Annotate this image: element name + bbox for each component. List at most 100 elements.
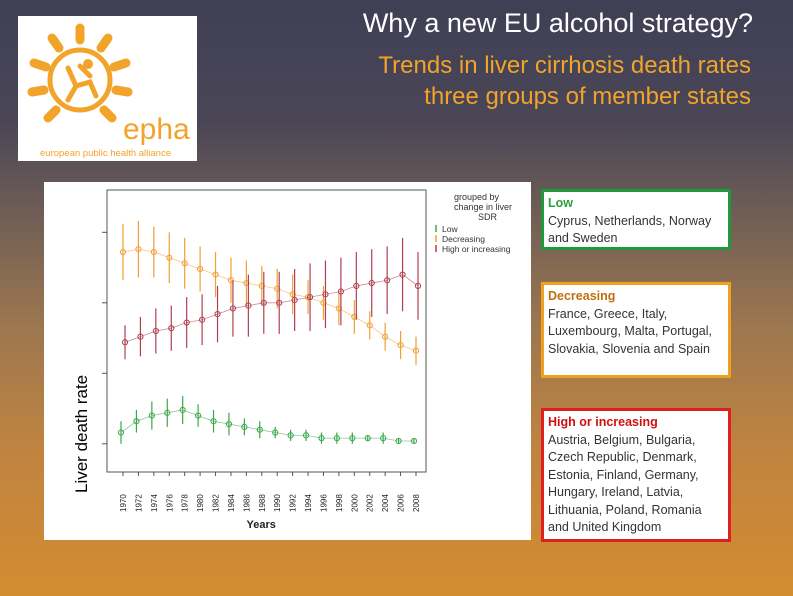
data-point bbox=[229, 305, 237, 312]
data-point bbox=[412, 347, 420, 354]
x-tick-label: 1976 bbox=[165, 494, 174, 512]
data-point bbox=[318, 435, 325, 442]
group-decreasing-label: Decreasing bbox=[548, 289, 616, 303]
data-point bbox=[276, 299, 283, 306]
liver-death-rate-chart: 1970 1972 1974 1976 1978 1980 1982 1984 1986 1988… bbox=[102, 189, 512, 531]
x-tick-label: 2002 bbox=[366, 494, 375, 512]
data-point bbox=[382, 333, 389, 340]
data-point bbox=[164, 409, 171, 416]
data-point bbox=[414, 282, 422, 289]
data-point bbox=[117, 429, 125, 436]
data-point bbox=[148, 412, 155, 419]
data-point bbox=[199, 316, 206, 323]
data-point bbox=[214, 310, 221, 318]
x-tick-label: 2004 bbox=[381, 494, 390, 512]
data-point bbox=[166, 254, 173, 261]
data-point bbox=[397, 342, 404, 349]
group-box-decreasing: Decreasing France, Greece, Italy, Luxemb… bbox=[541, 282, 731, 378]
data-point bbox=[366, 322, 373, 329]
logo-tagline: european public health alliance bbox=[40, 148, 171, 159]
data-point bbox=[241, 423, 248, 430]
legend-entry: Decreasing bbox=[442, 234, 485, 244]
legend-title-line: SDR bbox=[478, 212, 498, 222]
data-point bbox=[337, 288, 344, 295]
data-point bbox=[210, 418, 217, 425]
data-point bbox=[395, 437, 402, 445]
x-tick-label: 2008 bbox=[412, 494, 421, 512]
x-tick-label: 2000 bbox=[350, 494, 359, 512]
group-high-label: High or increasing bbox=[548, 415, 658, 429]
data-point bbox=[353, 282, 360, 289]
data-point bbox=[119, 248, 127, 256]
x-tick-label: 1992 bbox=[289, 494, 298, 512]
x-tick-label: 1970 bbox=[119, 494, 128, 512]
data-point bbox=[380, 435, 387, 442]
data-point bbox=[399, 271, 406, 278]
data-point bbox=[152, 327, 159, 335]
y-axis-label: Liver death rate bbox=[72, 374, 91, 493]
x-tick-label: 2006 bbox=[397, 494, 406, 512]
data-point bbox=[179, 406, 186, 414]
chart-panel: 1970 1972 1974 1976 1978 1980 1982 1984 1986 1988… bbox=[44, 182, 531, 540]
data-point bbox=[291, 296, 298, 304]
group-low-countries: Cyprus, Netherlands, Norway and Sweden bbox=[548, 213, 712, 246]
data-point bbox=[197, 265, 204, 273]
subtitle-line-1: Trends in liver cirrhosis death rates bbox=[378, 52, 751, 79]
data-point bbox=[287, 432, 294, 439]
logo-graphic: epha european public health alliance bbox=[27, 23, 190, 159]
data-point bbox=[302, 432, 310, 439]
data-point bbox=[322, 291, 329, 298]
x-tick-label: 1994 bbox=[304, 494, 313, 512]
x-tick-label: 1990 bbox=[273, 494, 282, 512]
slide-title: Why a new EU alcohol strategy? bbox=[362, 8, 753, 38]
legend-entry: High or increasing bbox=[442, 244, 511, 254]
data-point bbox=[410, 437, 418, 445]
data-point bbox=[168, 325, 175, 332]
data-point bbox=[384, 277, 391, 284]
data-point bbox=[137, 333, 144, 340]
data-point bbox=[349, 435, 356, 442]
legend-title-line: change in liver bbox=[454, 202, 512, 212]
group-decreasing-countries: France, Greece, Italy, Luxembourg, Malta… bbox=[548, 306, 712, 356]
group-box-low: Low Cyprus, Netherlands, Norway and Swed… bbox=[541, 189, 731, 250]
data-point bbox=[333, 435, 340, 442]
x-tick-label: 1986 bbox=[242, 494, 251, 512]
data-point bbox=[212, 271, 219, 278]
x-tick-label: 1984 bbox=[227, 494, 236, 512]
data-point bbox=[121, 339, 129, 346]
legend-entry: Low bbox=[442, 224, 458, 234]
data-point bbox=[183, 319, 190, 326]
data-point bbox=[245, 302, 252, 309]
data-point bbox=[260, 299, 267, 306]
data-point bbox=[225, 420, 233, 428]
data-point bbox=[306, 294, 314, 301]
data-point bbox=[150, 248, 157, 256]
x-tick-label: 1996 bbox=[319, 494, 328, 512]
data-point bbox=[368, 279, 375, 287]
data-point bbox=[227, 277, 235, 284]
legend-title: grouped by change in liver SDR bbox=[454, 192, 512, 222]
x-tick-label: 1974 bbox=[150, 494, 159, 512]
x-tick-label: 1972 bbox=[134, 494, 143, 512]
data-point bbox=[135, 246, 142, 253]
x-tick-label: 1980 bbox=[196, 494, 205, 512]
x-tick-label: 1988 bbox=[258, 494, 267, 512]
group-low-label: Low bbox=[548, 196, 573, 210]
x-axis-label: Years bbox=[247, 519, 276, 531]
plot-frame bbox=[106, 189, 427, 473]
group-box-high: High or increasing Austria, Belgium, Bul… bbox=[541, 408, 731, 542]
data-point bbox=[133, 418, 140, 425]
logo-wordmark: epha bbox=[123, 113, 190, 146]
x-tick-label: 1982 bbox=[212, 494, 221, 512]
subtitle-line-2: three groups of member states bbox=[424, 83, 751, 110]
legend-title-line: grouped by bbox=[454, 192, 500, 202]
group-high-countries: Austria, Belgium, Bulgaria, Czech Republ… bbox=[548, 432, 702, 535]
x-tick-label: 1978 bbox=[181, 494, 190, 512]
data-point bbox=[181, 260, 188, 267]
data-point bbox=[272, 429, 279, 436]
epha-logo: epha european public health alliance bbox=[18, 16, 197, 161]
data-point bbox=[364, 435, 371, 442]
data-point bbox=[256, 426, 263, 433]
x-tick-label: 1998 bbox=[335, 494, 344, 512]
data-point bbox=[195, 412, 202, 419]
